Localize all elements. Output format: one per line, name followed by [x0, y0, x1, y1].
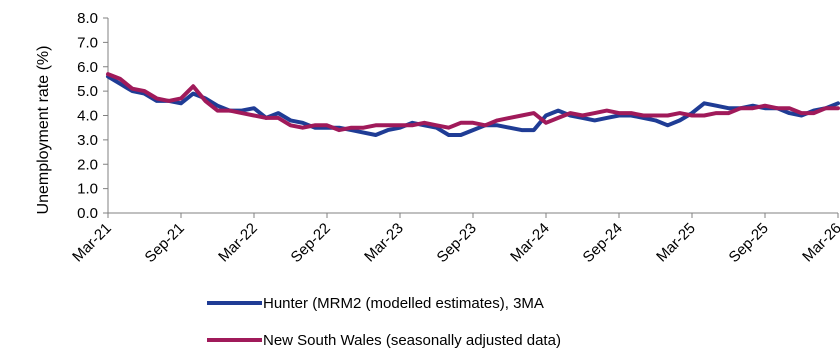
- x-tick-label: Sep-21: [142, 220, 188, 266]
- x-tick-label: Sep-22: [288, 220, 334, 266]
- y-tick-label: 3.0: [77, 132, 98, 149]
- y-axis-title: Unemployment rate (%): [35, 46, 52, 215]
- legend-label-2: New South Wales (seasonally adjusted dat…: [263, 332, 561, 349]
- x-tick-label: Sep-25: [726, 220, 772, 266]
- x-tick-label: Sep-23: [434, 220, 480, 266]
- x-tick-label: Mar-22: [215, 220, 261, 266]
- x-tick-label: Mar-25: [653, 220, 699, 266]
- x-tick-label: Mar-24: [507, 220, 553, 266]
- y-tick-label: 5.0: [77, 83, 98, 100]
- x-tick-label: Mar-26: [799, 220, 840, 266]
- series-line-2: [106, 72, 840, 133]
- legend: Hunter (MRM2 (modelled estimates), 3MA Ne…: [207, 295, 561, 349]
- x-tick-label: Mar-23: [361, 220, 407, 266]
- y-tick-label: 0.0: [77, 205, 98, 222]
- x-tick-label: Sep-24: [580, 220, 626, 266]
- y-tick-label: 2.0: [77, 156, 98, 173]
- y-tick-label: 6.0: [77, 59, 98, 76]
- legend-label-1: Hunter (MRM2 (modelled estimates), 3MA: [263, 295, 544, 312]
- y-tick-label: 8.0: [77, 10, 98, 27]
- y-axis: 0.0 1.0 2.0 3.0 4.0 5.0 6.0 7.0 8.0: [77, 10, 109, 222]
- y-tick-label: 1.0: [77, 181, 98, 198]
- series-layer: [106, 72, 840, 137]
- y-tick-label: 4.0: [77, 108, 98, 125]
- y-tick-label: 7.0: [77, 34, 98, 51]
- series-line-1: [106, 74, 840, 137]
- x-tick-label: Mar-21: [69, 220, 115, 266]
- x-axis: Mar-21 Sep-21 Mar-22 Sep-22 Mar-23 Sep-23 Mar-…: [69, 212, 840, 266]
